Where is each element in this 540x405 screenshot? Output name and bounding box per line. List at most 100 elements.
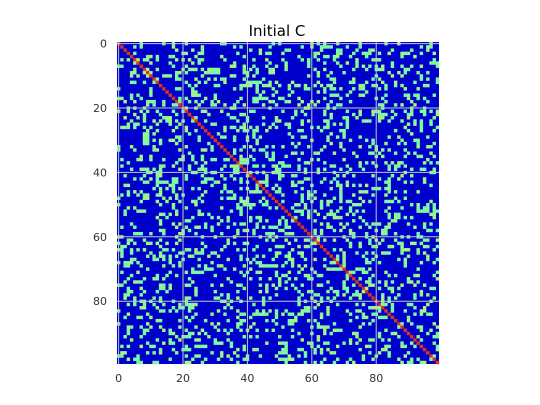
- heatmap-cell: [184, 248, 189, 252]
- heatmap-cell: [316, 51, 321, 56]
- heatmap-cell: [300, 135, 304, 139]
- heatmap-cell: [358, 164, 362, 168]
- heatmap-cell: [355, 209, 359, 213]
- heatmap-cell: [184, 360, 189, 365]
- heatmap-cell: [258, 264, 263, 268]
- heatmap-cell: [271, 151, 275, 155]
- heatmap-cell: [184, 145, 189, 149]
- heatmap-cell: [255, 260, 259, 265]
- heatmap-cell: [429, 183, 433, 188]
- heatmap-cell: [200, 58, 205, 62]
- heatmap-cell: [410, 64, 414, 68]
- heatmap-cell: [207, 267, 211, 271]
- heatmap-cell: [229, 280, 234, 284]
- heatmap-cell: [297, 209, 301, 213]
- heatmap-cell: [152, 360, 156, 365]
- heatmap-cell: [355, 116, 359, 120]
- heatmap-cell: [278, 251, 282, 255]
- heatmap-cell: [168, 328, 172, 332]
- heatmap-cell: [152, 167, 156, 171]
- heatmap-cell: [381, 154, 385, 159]
- heatmap-cell: [210, 312, 214, 316]
- heatmap-cell: [142, 125, 147, 130]
- heatmap-cell: [255, 225, 259, 229]
- heatmap-cell: [220, 135, 224, 139]
- heatmap-cell: [300, 312, 304, 316]
- heatmap-cell: [200, 328, 205, 332]
- heatmap-cell: [261, 164, 266, 168]
- heatmap-cell: [352, 331, 356, 336]
- heatmap-cell: [384, 209, 388, 213]
- heatmap-cell: [348, 241, 353, 246]
- heatmap-cell: [236, 99, 240, 104]
- heatmap-cell: [261, 312, 266, 316]
- heatmap-cell: [384, 283, 388, 287]
- heatmap-cell: [152, 119, 156, 123]
- heatmap-cell: [133, 45, 137, 49]
- heatmap-cell: [258, 48, 263, 52]
- heatmap-cell: [294, 286, 298, 291]
- heatmap-diagonal-cell: [216, 141, 221, 146]
- heatmap-cell: [278, 174, 282, 178]
- heatmap-cell: [129, 257, 134, 262]
- heatmap-cell: [355, 341, 359, 345]
- heatmap-cell: [393, 167, 398, 171]
- heatmap-cell: [355, 315, 359, 320]
- heatmap-cell: [332, 196, 337, 200]
- heatmap-cell: [255, 222, 259, 226]
- heatmap-cell: [419, 45, 424, 49]
- heatmap-cell: [255, 125, 259, 130]
- heatmap-cell: [152, 344, 156, 349]
- heatmap-cell: [274, 183, 279, 188]
- heatmap-cell: [287, 257, 292, 262]
- heatmap-cell: [120, 283, 124, 287]
- heatmap-cell: [355, 48, 359, 52]
- heatmap-cell: [145, 103, 150, 107]
- heatmap-cell: [162, 157, 166, 162]
- heatmap-cell: [162, 228, 166, 233]
- heatmap-cell: [200, 270, 205, 275]
- heatmap-cell: [168, 116, 172, 120]
- heatmap-cell: [355, 251, 359, 255]
- heatmap-cell: [345, 116, 350, 120]
- heatmap-cell: [384, 141, 388, 146]
- heatmap-cell: [303, 309, 308, 313]
- heatmap-cell: [187, 302, 192, 307]
- heatmap-cell: [261, 225, 266, 229]
- heatmap-cell: [216, 328, 221, 332]
- heatmap-cell: [294, 315, 298, 320]
- heatmap-cell: [403, 354, 407, 358]
- heatmap-cell: [261, 148, 266, 152]
- heatmap-cell: [384, 199, 388, 204]
- heatmap-cell: [136, 354, 140, 358]
- heatmap-cell: [426, 145, 430, 149]
- heatmap-cell: [210, 145, 214, 149]
- heatmap-cell: [210, 122, 214, 126]
- heatmap-cell: [416, 206, 420, 210]
- heatmap-cell: [252, 257, 256, 262]
- heatmap-cell: [435, 347, 440, 352]
- heatmap-cell: [216, 322, 221, 326]
- heatmap-diagonal-cell: [397, 322, 401, 326]
- heatmap-cell: [232, 177, 237, 181]
- heatmap-cell: [406, 318, 411, 323]
- heatmap-cell: [290, 283, 295, 287]
- heatmap-cell: [126, 260, 131, 265]
- heatmap-cell: [174, 180, 179, 184]
- heatmap-cell: [139, 325, 143, 329]
- heatmap-cell: [184, 296, 189, 300]
- heatmap-cell: [239, 199, 243, 204]
- heatmap-cell: [265, 154, 269, 159]
- heatmap-cell: [326, 296, 330, 300]
- heatmap-cell: [300, 209, 304, 213]
- heatmap-cell: [249, 83, 253, 88]
- heatmap-cell: [220, 109, 224, 114]
- heatmap-cell: [329, 260, 333, 265]
- heatmap-cell: [387, 222, 391, 226]
- heatmap-cell: [413, 122, 417, 126]
- heatmap-cell: [261, 122, 266, 126]
- heatmap-diagonal-cell: [239, 164, 243, 168]
- heatmap-cell: [393, 80, 398, 85]
- heatmap-cell: [313, 190, 317, 194]
- heatmap-cell: [429, 45, 433, 49]
